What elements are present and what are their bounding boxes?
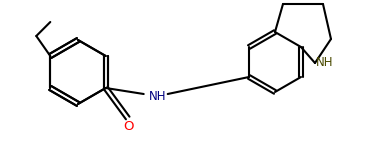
- Text: NH: NH: [316, 56, 334, 70]
- Text: NH: NH: [149, 90, 167, 102]
- Text: O: O: [123, 120, 134, 132]
